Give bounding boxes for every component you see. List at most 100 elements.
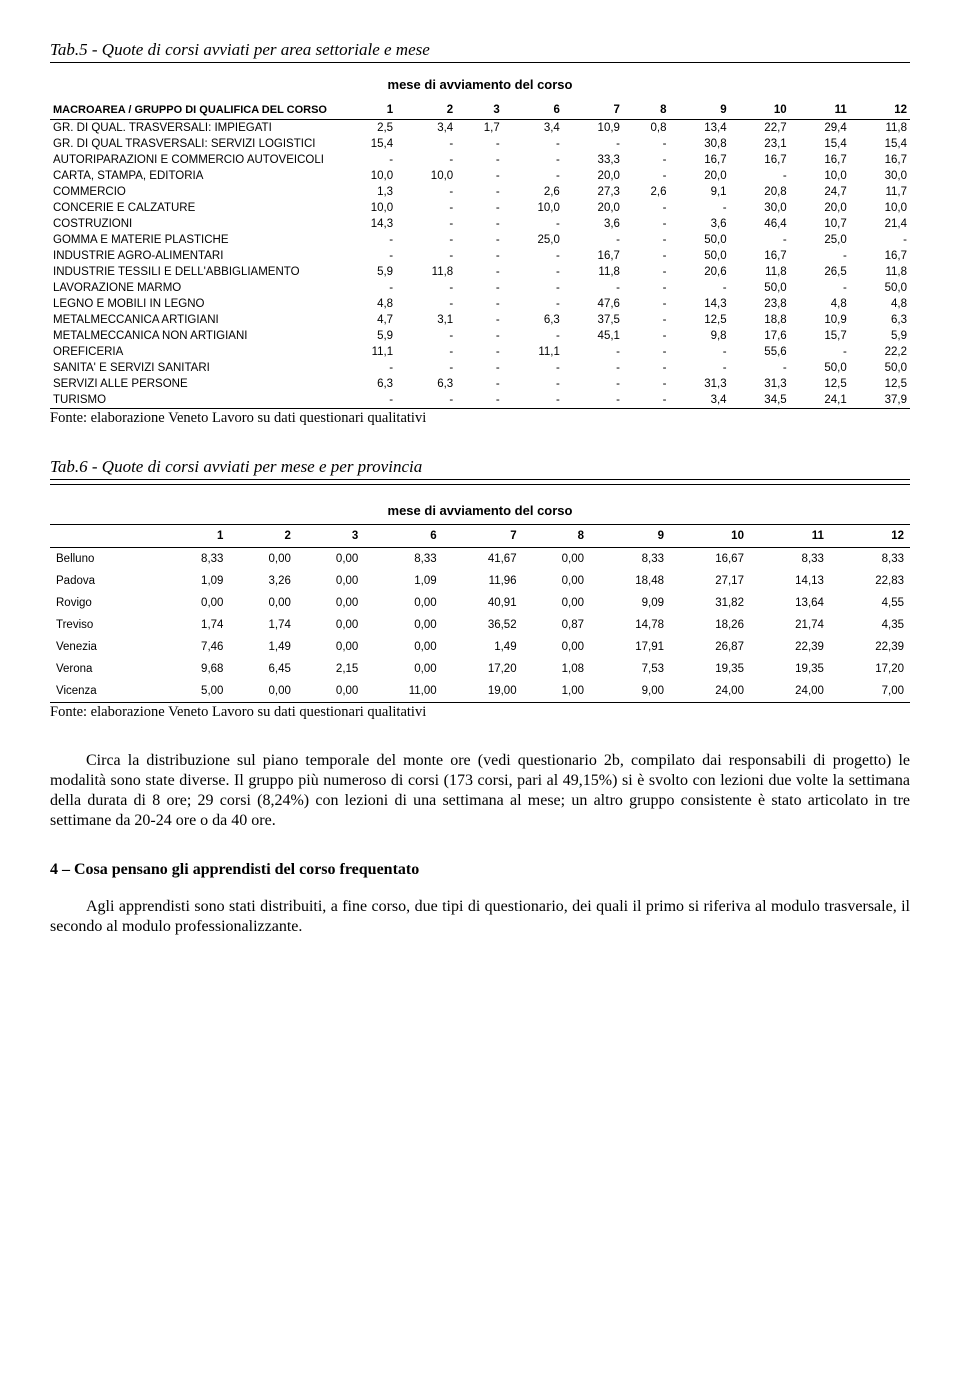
row-label: COMMERCIO	[50, 184, 336, 200]
cell: -	[456, 296, 503, 312]
cell: 3,4	[670, 392, 730, 409]
cell: 3,4	[396, 120, 456, 137]
cell: 1,74	[162, 614, 229, 636]
cell: 20,8	[730, 184, 790, 200]
table-row: Verona9,686,452,150,0017,201,087,5319,35…	[50, 658, 910, 680]
table-row: Padova1,093,260,001,0911,960,0018,4827,1…	[50, 570, 910, 592]
cell: 0,87	[523, 614, 590, 636]
cell: 14,3	[336, 216, 396, 232]
table-row: INDUSTRIE TESSILI E DELL'ABBIGLIAMENTO5,…	[50, 264, 910, 280]
cell: -	[396, 280, 456, 296]
cell: -	[623, 264, 670, 280]
cell: -	[503, 264, 563, 280]
cell: 18,8	[730, 312, 790, 328]
cell: 16,7	[790, 152, 850, 168]
cell: 10,0	[503, 200, 563, 216]
cell: 34,5	[730, 392, 790, 409]
cell: 23,1	[730, 136, 790, 152]
table-row: Rovigo0,000,000,000,0040,910,009,0931,82…	[50, 592, 910, 614]
cell: -	[563, 392, 623, 409]
cell: 23,8	[730, 296, 790, 312]
cell: 19,35	[750, 658, 830, 680]
cell: -	[396, 232, 456, 248]
cell: -	[563, 344, 623, 360]
cell: 26,87	[670, 636, 750, 658]
cell: -	[336, 392, 396, 409]
cell: 19,00	[443, 680, 523, 703]
cell: -	[730, 232, 790, 248]
row-label: Vicenza	[50, 680, 162, 703]
cell: 1,09	[162, 570, 229, 592]
table-row: SERVIZI ALLE PERSONE6,36,3----31,331,312…	[50, 376, 910, 392]
cell: 1,7	[456, 120, 503, 137]
cell: 16,7	[670, 152, 730, 168]
cell: 11,00	[364, 680, 442, 703]
cell: 24,1	[790, 392, 850, 409]
cell: -	[396, 184, 456, 200]
row-label: Rovigo	[50, 592, 162, 614]
cell: 16,7	[563, 248, 623, 264]
cell: -	[623, 136, 670, 152]
table-row: METALMECCANICA ARTIGIANI4,73,1-6,337,5-1…	[50, 312, 910, 328]
cell: 20,0	[670, 168, 730, 184]
cell: 10,9	[563, 120, 623, 137]
table-row: AUTORIPARAZIONI E COMMERCIO AUTOVEICOLI-…	[50, 152, 910, 168]
cell: 0,00	[523, 570, 590, 592]
row-label: SERVIZI ALLE PERSONE	[50, 376, 336, 392]
cell: 8,33	[364, 548, 442, 571]
cell: 10,0	[790, 168, 850, 184]
tab6-col: 3	[297, 525, 364, 548]
cell: 2,15	[297, 658, 364, 680]
cell: -	[336, 152, 396, 168]
cell: 6,3	[850, 312, 910, 328]
cell: 33,3	[563, 152, 623, 168]
cell: 11,96	[443, 570, 523, 592]
cell: 15,4	[850, 136, 910, 152]
cell: 24,00	[670, 680, 750, 703]
row-label: OREFICERIA	[50, 344, 336, 360]
cell: -	[503, 248, 563, 264]
table-row: OREFICERIA11,1--11,1---55,6-22,2	[50, 344, 910, 360]
cell: 12,5	[790, 376, 850, 392]
table-row: Belluno8,330,000,008,3341,670,008,3316,6…	[50, 548, 910, 571]
table-row: COSTRUZIONI14,3---3,6-3,646,410,721,4	[50, 216, 910, 232]
tab6-table: 1 2 3 6 7 8 9 10 11 12 Belluno8,330,000,…	[50, 524, 910, 703]
tab5-col: 9	[670, 98, 730, 120]
cell: 0,00	[364, 658, 442, 680]
cell: -	[623, 376, 670, 392]
cell: 1,3	[336, 184, 396, 200]
cell: 1,08	[523, 658, 590, 680]
row-label: GR. DI QUAL TRASVERSALI: SERVIZI LOGISTI…	[50, 136, 336, 152]
cell: 6,3	[336, 376, 396, 392]
cell: 3,4	[503, 120, 563, 137]
cell: 11,1	[503, 344, 563, 360]
cell: -	[336, 280, 396, 296]
cell: 26,5	[790, 264, 850, 280]
tab5-subtitle: mese di avviamento del corso	[50, 77, 910, 92]
tab6-col: 7	[443, 525, 523, 548]
cell: -	[396, 152, 456, 168]
cell: -	[456, 280, 503, 296]
tab5-col: 11	[790, 98, 850, 120]
tab6-col: 9	[590, 525, 670, 548]
cell: -	[456, 328, 503, 344]
cell: 8,33	[590, 548, 670, 571]
cell: -	[790, 344, 850, 360]
cell: 8,33	[162, 548, 229, 571]
cell: 14,13	[750, 570, 830, 592]
cell: 12,5	[670, 312, 730, 328]
cell: -	[623, 216, 670, 232]
cell: -	[623, 168, 670, 184]
cell: 15,4	[336, 136, 396, 152]
cell: -	[623, 312, 670, 328]
cell: 10,0	[396, 168, 456, 184]
cell: 1,74	[229, 614, 296, 636]
cell: 14,78	[590, 614, 670, 636]
cell: 1,00	[523, 680, 590, 703]
tab5-table: MACROAREA / GRUPPO DI QUALIFICA DEL CORS…	[50, 98, 910, 409]
tab6-title: Tab.6 - Quote di corsi avviati per mese …	[50, 457, 910, 480]
cell: -	[623, 280, 670, 296]
tab5-title: Tab.5 - Quote di corsi avviati per area …	[50, 40, 910, 63]
tab6-source: Fonte: elaborazione Veneto Lavoro su dat…	[50, 704, 910, 721]
tab5-col: 1	[336, 98, 396, 120]
